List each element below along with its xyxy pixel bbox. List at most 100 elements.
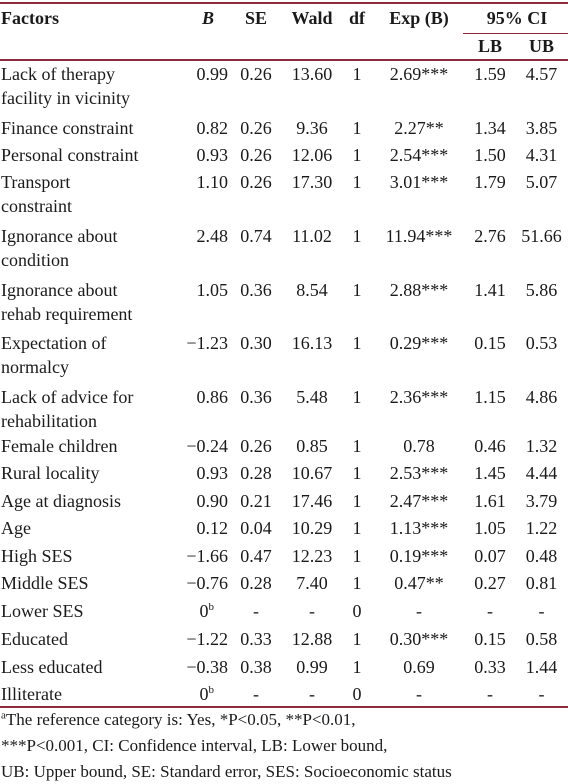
- row-factor: Age at diagnosis: [1, 489, 121, 513]
- cell-lb: -: [487, 684, 493, 704]
- cell-lb: 0.46: [474, 436, 506, 456]
- table-header-rule: [0, 59, 568, 61]
- cell-ub: 4.44: [525, 463, 558, 483]
- cell-df: 1: [352, 657, 362, 677]
- cell-se: 0.38: [240, 657, 272, 677]
- row-factor: Rural locality: [1, 461, 99, 485]
- header-wald: Wald: [291, 8, 333, 28]
- cell-se: 0.26: [240, 436, 272, 456]
- cell-b: −0.24: [186, 436, 228, 456]
- cell-lb: 1.41: [474, 280, 506, 300]
- cell-lb: 0.07: [474, 546, 506, 566]
- cell-se: 0.26: [240, 64, 272, 84]
- row-factor-line: High SES: [1, 546, 73, 566]
- cell-ub: 5.07: [525, 172, 558, 192]
- cell-b: 0.93: [196, 145, 229, 165]
- cell-se: -: [253, 601, 259, 621]
- row-factor-line: Middle SES: [1, 573, 89, 593]
- row-factor-line: Rural locality: [1, 463, 100, 483]
- cell-wald: 16.13: [291, 333, 333, 353]
- cell-wald: -: [309, 601, 315, 621]
- row-factor-line: Age at diagnosis: [1, 491, 121, 511]
- cell-b: 0.82: [196, 118, 229, 138]
- cell-lb: 0.15: [474, 333, 506, 353]
- cell-se: 0.47: [240, 546, 272, 566]
- cell-b: 0b: [176, 599, 215, 623]
- cell-wald: 11.02: [292, 226, 332, 246]
- cell-ub: 3.79: [525, 491, 558, 511]
- cell-exp: 0.19***: [389, 546, 449, 566]
- cell-df: 1: [352, 145, 362, 165]
- row-factor-line: Lack of advice for: [1, 387, 134, 407]
- footnote-text-1: The reference category is: Yes, *P<0.05,…: [5, 710, 356, 729]
- cell-df: 1: [352, 333, 362, 353]
- cell-exp: 2.88***: [389, 280, 449, 300]
- footnote-line-2: ***P<0.001, CI: Confidence interval, LB:…: [1, 736, 388, 755]
- cell-ub: 0.58: [525, 629, 558, 649]
- cell-ub: 51.66: [521, 226, 562, 246]
- row-factor-line: Female children: [1, 436, 118, 456]
- cell-ub: 0.81: [525, 573, 558, 593]
- cell-ub: 1.44: [525, 657, 558, 677]
- row-factor-line: Personal constraint: [1, 145, 139, 165]
- cell-ub: 3.85: [525, 118, 558, 138]
- cell-exp: 2.27**: [394, 118, 444, 138]
- cell-b: 2.48: [196, 226, 229, 246]
- cell-exp: 0.47**: [394, 573, 444, 593]
- cell-se: 0.30: [240, 333, 272, 353]
- cell-lb: 0.15: [474, 629, 506, 649]
- cell-wald: 12.06: [291, 145, 333, 165]
- row-factor-line: Ignorance about: [1, 226, 118, 246]
- row-factor-line: normalcy: [1, 357, 69, 377]
- cell-ub: -: [538, 601, 545, 621]
- cell-lb: 0.33: [474, 657, 506, 677]
- cell-lb: 1.34: [474, 118, 506, 138]
- row-factor-line: constraint: [1, 196, 72, 216]
- cell-exp: -: [416, 684, 422, 704]
- cell-se: 0.28: [240, 573, 272, 593]
- row-factor-line: Age: [1, 518, 31, 538]
- row-factor: Lower SES: [1, 599, 84, 623]
- cell-wald: 12.23: [291, 546, 333, 566]
- row-factor-line: Ignorance about: [1, 280, 118, 300]
- footnote-line-3: UB: Upper bound, SE: Standard error, SES…: [1, 762, 452, 781]
- header-se: SE: [244, 8, 268, 28]
- row-factor-line: condition: [1, 250, 69, 270]
- cell-b: −1.22: [186, 629, 228, 649]
- cell-lb: 1.59: [474, 64, 506, 84]
- cell-se: 0.26: [240, 172, 272, 192]
- row-factor: Ignorance about rehab requirement: [1, 278, 132, 326]
- cell-ub: 4.57: [525, 64, 558, 84]
- cell-b: 0b: [176, 682, 215, 706]
- cell-exp: 2.69***: [389, 64, 449, 84]
- cell-df: 0: [352, 601, 362, 621]
- cell-se: 0.74: [240, 226, 272, 246]
- cell-df: 1: [352, 629, 362, 649]
- cell-wald: 10.29: [291, 518, 333, 538]
- row-factor: Finance constraint: [1, 116, 133, 140]
- header-exp-b: Exp (B): [389, 8, 449, 28]
- cell-lb: 1.45: [474, 463, 506, 483]
- cell-ub: 0.53: [525, 333, 558, 353]
- cell-b-value: 0: [199, 684, 209, 704]
- header-ub: UB: [528, 36, 554, 56]
- cell-se: 0.33: [240, 629, 272, 649]
- cell-b: −1.66: [186, 546, 228, 566]
- cell-lb: 1.79: [474, 172, 506, 192]
- cell-df: 0: [352, 684, 362, 704]
- row-factor-line: rehab requirement: [1, 304, 133, 324]
- table-top-rule: [0, 2, 568, 4]
- row-factor: Lack of advice for rehabilitation: [1, 385, 133, 433]
- cell-se: -: [253, 684, 259, 704]
- cell-wald: 8.54: [296, 280, 328, 300]
- cell-lb: 1.50: [474, 145, 506, 165]
- row-factor-line: Finance constraint: [1, 118, 134, 138]
- cell-se: 0.26: [240, 145, 272, 165]
- cell-b: 0.99: [196, 64, 229, 84]
- cell-wald: 12.88: [291, 629, 333, 649]
- row-factor: Personal constraint: [1, 143, 138, 167]
- cell-exp: -: [416, 601, 422, 621]
- cell-exp: 0.30***: [389, 629, 449, 649]
- row-factor: Transport constraint: [1, 170, 72, 218]
- row-factor: Middle SES: [1, 571, 89, 595]
